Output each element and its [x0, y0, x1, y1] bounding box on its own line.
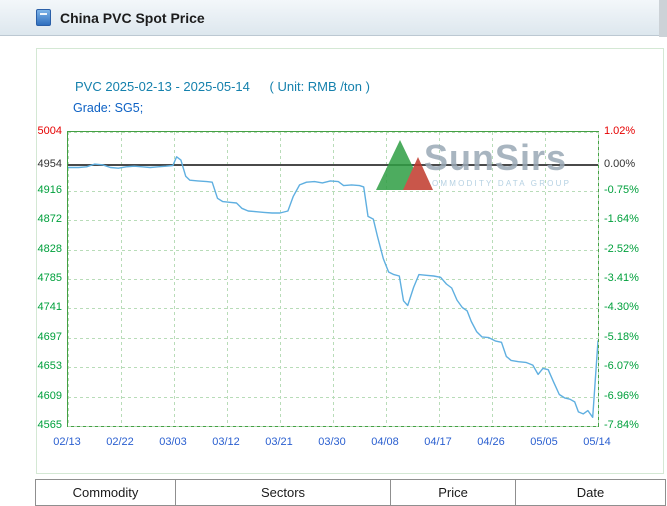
- v-gridline: [280, 132, 281, 426]
- x-tick: 02/22: [106, 436, 134, 448]
- x-tick: 03/21: [265, 436, 293, 448]
- y-tick-right: -7.84%: [604, 419, 639, 431]
- column-header-sectors: Sectors: [176, 480, 391, 506]
- x-tick: 04/26: [477, 436, 505, 448]
- x-tick: 04/17: [424, 436, 452, 448]
- v-gridline: [386, 132, 387, 426]
- y-tick-left: 4916: [37, 183, 62, 196]
- y-tick-right: 0.00%: [604, 158, 636, 171]
- y-tick-right: -0.75%: [604, 183, 639, 196]
- v-gridline: [333, 132, 334, 426]
- v-gridline: [227, 132, 228, 426]
- app-icon: [36, 9, 51, 26]
- y-tick-right: -3.41%: [604, 271, 639, 284]
- scrollbar-thumb[interactable]: [659, 0, 667, 37]
- v-gridline: [121, 132, 122, 426]
- series-svg: [68, 156, 598, 418]
- y-tick-left: 4741: [37, 301, 62, 314]
- table-header-row: Commodity Sectors Price Date: [36, 480, 666, 506]
- y-tick-right: -6.07%: [604, 360, 639, 373]
- y-tick-left: 4697: [37, 330, 62, 343]
- y-tick-left: 4609: [37, 389, 62, 402]
- y-tick-left: 4828: [37, 242, 62, 255]
- v-gridline: [174, 132, 175, 426]
- y-tick-left: 5004: [37, 125, 62, 137]
- y-axis-left: 5004 4954 4916 4872 4828 4785 4741 4697 4653 4609…: [37, 125, 64, 431]
- y-tick-right: -5.18%: [604, 330, 639, 343]
- page-title: China PVC Spot Price: [60, 9, 205, 26]
- chart-title-range: PVC 2025-02-13 - 2025-05-14: [75, 79, 250, 94]
- data-table: Commodity Sectors Price Date: [35, 479, 666, 506]
- baseline-zero-line: [68, 164, 598, 167]
- x-tick: 05/14: [583, 436, 611, 448]
- y-tick-right: -1.64%: [604, 213, 639, 226]
- x-tick: 03/03: [159, 436, 187, 448]
- plot-area: SunSirs COMMODITY DATA GROUP: [67, 131, 599, 427]
- v-gridline: [68, 132, 69, 426]
- grade-label: Grade: SG5;: [73, 101, 144, 115]
- x-tick: 04/08: [371, 436, 399, 448]
- price-line: [68, 156, 598, 418]
- y-tick-right: -6.96%: [604, 389, 639, 402]
- x-tick: 02/13: [53, 436, 81, 448]
- y-tick-right: 1.02%: [604, 125, 636, 137]
- header-bar: China PVC Spot Price: [0, 0, 659, 36]
- x-tick: 05/05: [530, 436, 558, 448]
- v-gridline: [545, 132, 546, 426]
- y-tick-left: 4872: [37, 213, 62, 226]
- v-gridline: [598, 132, 599, 426]
- y-tick-right: -4.30%: [604, 301, 639, 314]
- chart-title: PVC 2025-02-13 - 2025-05-14 ( Unit: RMB …: [75, 79, 370, 94]
- y-axis-right: 1.02% 0.00% -0.75% -1.64% -2.52% -3.41% -4.30%…: [599, 125, 661, 431]
- column-header-date: Date: [516, 480, 666, 506]
- v-gridline: [439, 132, 440, 426]
- chart-panel: PVC 2025-02-13 - 2025-05-14 ( Unit: RMB …: [36, 48, 664, 474]
- column-header-price: Price: [391, 480, 516, 506]
- gridlines: [68, 132, 599, 427]
- x-tick: 03/30: [318, 436, 346, 448]
- x-axis: 02/13 02/22 03/03 03/12 03/21 03/30 04/08 04/17…: [53, 434, 611, 450]
- y-tick-left: 4954: [37, 158, 62, 171]
- v-gridline: [492, 132, 493, 426]
- h-gridline: [68, 426, 598, 427]
- y-tick-right: -2.52%: [604, 242, 639, 255]
- y-tick-left: 4565: [37, 419, 62, 431]
- x-tick: 03/12: [212, 436, 240, 448]
- column-header-commodity: Commodity: [36, 480, 176, 506]
- chart-unit-label: ( Unit: RMB /ton ): [269, 79, 370, 94]
- y-tick-left: 4653: [37, 360, 62, 373]
- y-tick-left: 4785: [37, 271, 62, 284]
